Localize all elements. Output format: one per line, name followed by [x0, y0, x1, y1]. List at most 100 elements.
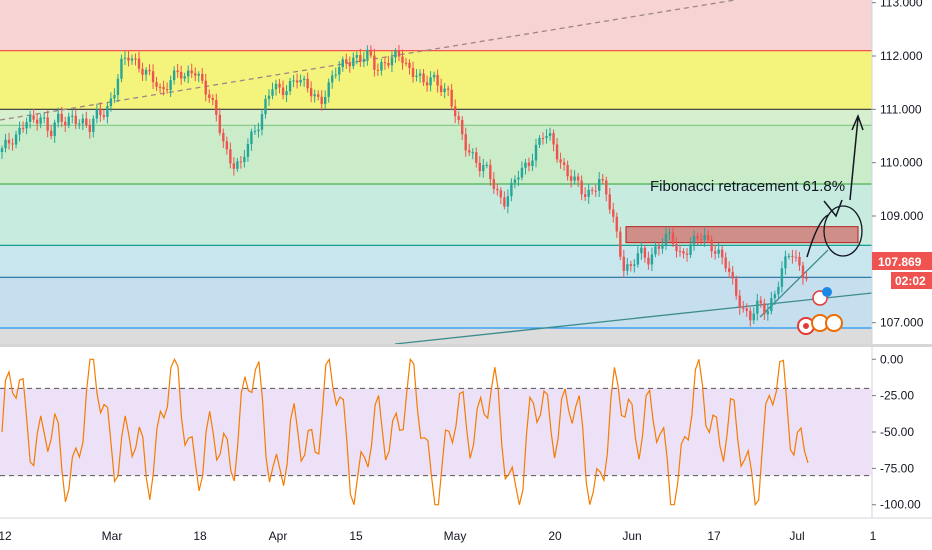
candle-body: [534, 144, 538, 161]
candle-body: [720, 249, 724, 258]
candle-body: [425, 82, 429, 86]
candle-body: [513, 179, 517, 183]
candle-body: [123, 57, 127, 59]
candle-body: [239, 161, 243, 163]
candle-body: [478, 162, 481, 172]
candle-body: [155, 82, 158, 87]
rsi-line[interactable]: [1, 357, 809, 507]
candle-body: [25, 121, 28, 129]
time-tick-label: 12: [0, 529, 12, 543]
candle-body: [106, 106, 109, 117]
candle-body: [710, 239, 713, 252]
candle-body: [703, 235, 706, 240]
candle-body: [429, 77, 432, 86]
candle-body: [49, 130, 53, 137]
time-tick-label: 20: [548, 529, 562, 543]
candle-body: [21, 127, 25, 129]
event-circle-icon-2[interactable]: [825, 314, 843, 332]
candle-body: [11, 143, 14, 145]
candle-body: [211, 97, 214, 101]
candle-body: [517, 177, 520, 180]
time-tick-label: 17: [707, 529, 721, 543]
candle-body: [657, 246, 661, 249]
candle-body: [706, 235, 710, 240]
candle-body: [366, 49, 369, 59]
candle-body: [453, 106, 457, 117]
candle-body: [559, 159, 562, 163]
candle-body: [151, 71, 155, 83]
candle-body: [661, 244, 664, 249]
candle-body: [636, 253, 640, 265]
candle-body: [587, 189, 590, 197]
candle-body: [4, 139, 7, 149]
candle-body: [380, 62, 383, 71]
trendline-support[interactable]: [394, 292, 873, 345]
candle-body: [545, 136, 548, 139]
candle-body: [281, 87, 285, 96]
circle-annotation[interactable]: [823, 205, 863, 257]
candle-body: [735, 278, 738, 296]
candle-body: [134, 58, 137, 60]
candle-body: [285, 91, 288, 96]
candle-body: [510, 182, 513, 197]
candle-body: [120, 58, 123, 79]
candle-body: [320, 96, 323, 104]
candle-body: [569, 176, 573, 181]
candle-body: [566, 164, 569, 177]
time-tick-label: 15: [349, 529, 363, 543]
candle-body: [777, 286, 780, 295]
candle-body: [482, 165, 485, 172]
candle-body: [309, 88, 313, 97]
candle-body: [738, 295, 741, 308]
candle-body: [436, 74, 439, 86]
rsi-axis[interactable]: 0.00 -25.00 -50.00 -75.00 -100.00: [872, 352, 921, 512]
rsi-tick-label: -50.00: [880, 425, 914, 439]
candle-body: [57, 113, 60, 123]
candle-body: [439, 85, 443, 93]
candle-body: [527, 162, 531, 166]
price-tick-label: 109.000: [880, 209, 924, 223]
candle-body: [334, 74, 337, 76]
pane-separator[interactable]: [0, 344, 932, 347]
price-axis[interactable]: 113.000 112.000 111.000 110.000 109.000 107.0…: [872, 0, 924, 330]
fib-zone-1: [0, 50, 872, 110]
resistance-box[interactable]: [625, 226, 859, 244]
candle-body: [183, 76, 186, 79]
candle-body: [411, 68, 415, 77]
candle-body: [576, 176, 580, 181]
candle-body: [538, 138, 541, 145]
candle-body: [485, 164, 488, 166]
candle-body: [81, 118, 84, 124]
candle-body: [141, 68, 144, 75]
fib-annotation-text: Fibonacci retracement 61.8%: [650, 178, 845, 195]
candle-body: [109, 98, 113, 107]
candle-body: [236, 161, 239, 169]
candle-body: [692, 235, 696, 245]
event-markers[interactable]: [797, 287, 843, 335]
price-tick-label: 111.000: [880, 102, 922, 116]
candle-body: [601, 179, 604, 181]
candle-body: [401, 56, 404, 63]
candle-body: [0, 148, 4, 152]
event-count-icon[interactable]: [822, 287, 832, 297]
time-axis[interactable]: 12 Mar 18 Apr 15 May 20 Jun 17 Jul 1: [0, 529, 877, 543]
candle-body: [605, 180, 608, 195]
candle-body: [773, 294, 777, 299]
candle-body: [197, 73, 200, 76]
fib-zone-2: [0, 109, 872, 126]
candle-body: [468, 150, 471, 153]
projection-arrow-2: [823, 199, 843, 218]
candle-body: [724, 257, 727, 269]
rsi-tick-label: -25.00: [880, 389, 914, 403]
candle-body: [116, 78, 120, 96]
fib-zone-7: [0, 328, 872, 344]
time-tick-label: Jul: [789, 529, 804, 543]
candle-body: [215, 100, 218, 115]
candle-body: [324, 96, 327, 104]
candle-body: [598, 179, 601, 191]
projection-arrow-1: [806, 214, 829, 258]
candle-body: [42, 117, 46, 119]
time-tick-label: May: [444, 529, 467, 543]
candle-body: [446, 88, 450, 90]
